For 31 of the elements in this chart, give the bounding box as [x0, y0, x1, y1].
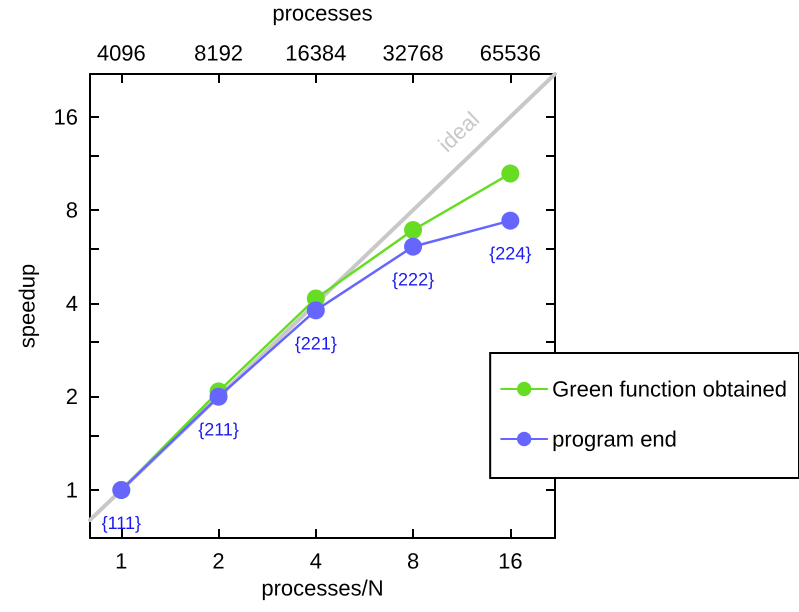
point — [404, 238, 422, 256]
point — [501, 212, 520, 230]
text: 32768 — [382, 40, 444, 66]
x-tick-label: 2 — [212, 548, 225, 574]
y-tick-label: 1 — [66, 478, 78, 502]
text: 8192 — [194, 40, 244, 66]
annotation: {211} — [198, 420, 239, 440]
point — [501, 164, 520, 183]
legend-label: Green function obtained — [552, 376, 788, 402]
text: 16384 — [285, 40, 346, 66]
text: processes — [272, 0, 373, 26]
x-tick-label: 1 — [115, 548, 128, 574]
point — [210, 388, 228, 406]
y-tick-label: 16 — [54, 104, 78, 130]
x-tick-label: 4 — [310, 548, 322, 574]
y-tick-label: 4 — [66, 290, 78, 316]
point — [306, 301, 325, 320]
text: 65536 — [480, 40, 541, 66]
legend-label: program end — [552, 426, 677, 452]
y-tick-label: 8 — [66, 198, 78, 223]
y-tick-label: 2 — [66, 384, 78, 410]
annotation: {224} — [489, 244, 532, 264]
point — [404, 221, 422, 240]
x-axis-title: processes/N — [261, 575, 384, 600]
annotation: {222} — [392, 270, 434, 290]
annotation: {221} — [294, 333, 337, 354]
annotation: {111} — [102, 513, 142, 533]
x-tick-label: 8 — [406, 548, 420, 574]
x-tick-label: 16 — [498, 548, 523, 574]
text: 4096 — [96, 40, 146, 66]
y-axis-title: speedup — [14, 264, 40, 348]
